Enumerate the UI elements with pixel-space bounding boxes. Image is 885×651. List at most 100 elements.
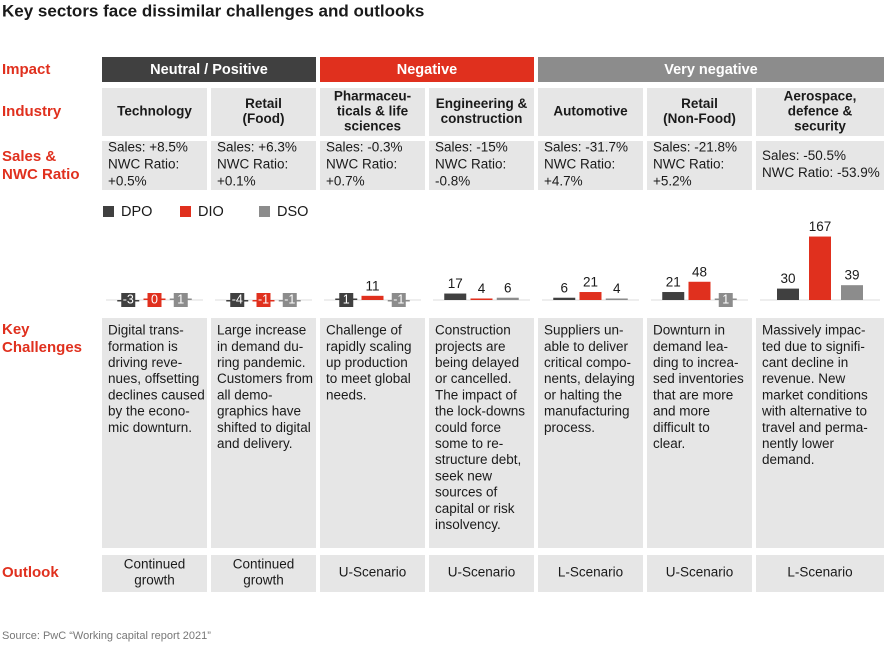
challenge-text: and delivery. <box>217 436 293 451</box>
bar <box>777 288 799 300</box>
industry-cell <box>211 88 316 136</box>
challenge-cell <box>756 318 884 548</box>
industry-name: Automotive <box>553 104 628 119</box>
industry-name: Technology <box>117 104 192 119</box>
challenge-text: shifted to digital <box>217 420 311 435</box>
challenge-text: driving reve- <box>108 355 182 370</box>
challenge-text: by the econo- <box>108 404 190 419</box>
value-label: -4 <box>232 292 243 306</box>
challenge-text: declines caused <box>108 387 205 402</box>
challenge-text: demand. <box>762 452 815 467</box>
outlook-cell <box>102 555 207 592</box>
value-label: 167 <box>809 219 832 234</box>
outlook-cell <box>647 555 752 592</box>
industry-cell <box>647 88 752 136</box>
sales-text: Sales: +8.5% <box>108 140 188 155</box>
industry-name: Retail <box>245 96 282 111</box>
value-label: -1 <box>258 292 269 306</box>
sales-text: +5.2% <box>653 174 692 189</box>
challenge-cell <box>647 318 752 548</box>
challenge-text: graphics have <box>217 404 301 419</box>
sales-text: Sales: -15% <box>435 140 508 155</box>
impact-label: Very negative <box>664 62 758 78</box>
industry-cell <box>756 88 884 136</box>
sales-cell <box>320 141 425 190</box>
value-box <box>339 293 354 307</box>
sales-text: NWC Ratio: <box>544 157 615 172</box>
challenge-text: Customers from <box>217 371 313 386</box>
bar <box>496 297 519 300</box>
sales-cell <box>756 141 884 190</box>
industry-name: Retail <box>681 96 718 111</box>
bar <box>841 285 863 300</box>
outlook-text: U-Scenario <box>339 565 407 580</box>
bar <box>470 298 493 300</box>
industry-name: sciences <box>344 119 401 134</box>
challenge-text: rapidly scaling <box>326 339 412 354</box>
challenge-text: The impact of <box>435 387 517 402</box>
legend-label: DPO <box>121 204 152 220</box>
industry-name: Engineering & <box>436 96 528 111</box>
industry-name: Pharmaceu- <box>334 89 411 104</box>
outlook-text: Continued <box>233 557 295 572</box>
value-box <box>230 293 245 307</box>
challenge-text: the lock-downs <box>435 404 525 419</box>
outlook-cell <box>538 555 643 592</box>
legend-swatch <box>259 206 270 217</box>
challenge-text: insolvency. <box>435 517 501 532</box>
challenge-text: being delayed <box>435 355 519 370</box>
challenge-text: manufacturing <box>544 404 630 419</box>
row-label: Outlook <box>2 564 59 581</box>
value-label: 0 <box>151 292 158 306</box>
challenge-cell <box>211 318 316 548</box>
value-label: 6 <box>504 280 512 295</box>
challenge-text: Massively impac- <box>762 323 866 338</box>
value-label: 39 <box>844 268 859 283</box>
outlook-cell <box>211 555 316 592</box>
value-label: 11 <box>365 278 379 293</box>
impact-header <box>102 57 316 82</box>
legend-swatch <box>103 206 114 217</box>
challenge-text: revenue. New <box>762 371 846 386</box>
challenge-text: clear. <box>653 436 685 451</box>
sales-text: NWC Ratio: <box>326 157 397 172</box>
challenge-text: Downturn in <box>653 323 725 338</box>
industry-cell <box>429 88 534 136</box>
challenge-text: some to re- <box>435 436 503 451</box>
challenge-text: that are more <box>653 387 733 402</box>
outlook-text: growth <box>134 573 175 588</box>
challenge-text: sources of <box>435 485 498 500</box>
sales-cell <box>429 141 534 190</box>
bar <box>444 293 467 300</box>
sales-text: NWC Ratio: -53.9% <box>762 165 880 180</box>
challenge-text: could force <box>435 420 501 435</box>
industry-cell <box>538 88 643 136</box>
sales-text: -0.8% <box>435 174 470 189</box>
value-label: -3 <box>123 292 134 306</box>
bar <box>662 292 685 300</box>
challenge-text: able to deliver <box>544 339 629 354</box>
value-box <box>147 293 162 307</box>
challenge-text: and more <box>653 404 710 419</box>
industry-cell <box>102 88 207 136</box>
challenge-cell <box>320 318 425 548</box>
challenge-cell <box>429 318 534 548</box>
challenge-text: Construction <box>435 323 511 338</box>
value-label: 4 <box>478 281 486 296</box>
impact-header <box>320 57 534 82</box>
bar <box>809 236 831 300</box>
industry-name: construction <box>441 111 523 126</box>
value-label: 1 <box>722 292 729 306</box>
outlook-text: U-Scenario <box>448 565 516 580</box>
value-label: 4 <box>613 281 621 296</box>
challenge-text: ted due to signifi- <box>762 339 865 354</box>
outlook-text: U-Scenario <box>666 565 734 580</box>
value-label: 30 <box>780 271 795 286</box>
value-label: 1 <box>343 292 350 306</box>
sales-text: +4.7% <box>544 174 583 189</box>
challenge-text: in demand du- <box>217 339 303 354</box>
value-label: 6 <box>560 280 568 295</box>
row-label: Industry <box>2 103 62 120</box>
legend-label: DSO <box>277 204 308 220</box>
challenge-text: nently lower <box>762 436 835 451</box>
